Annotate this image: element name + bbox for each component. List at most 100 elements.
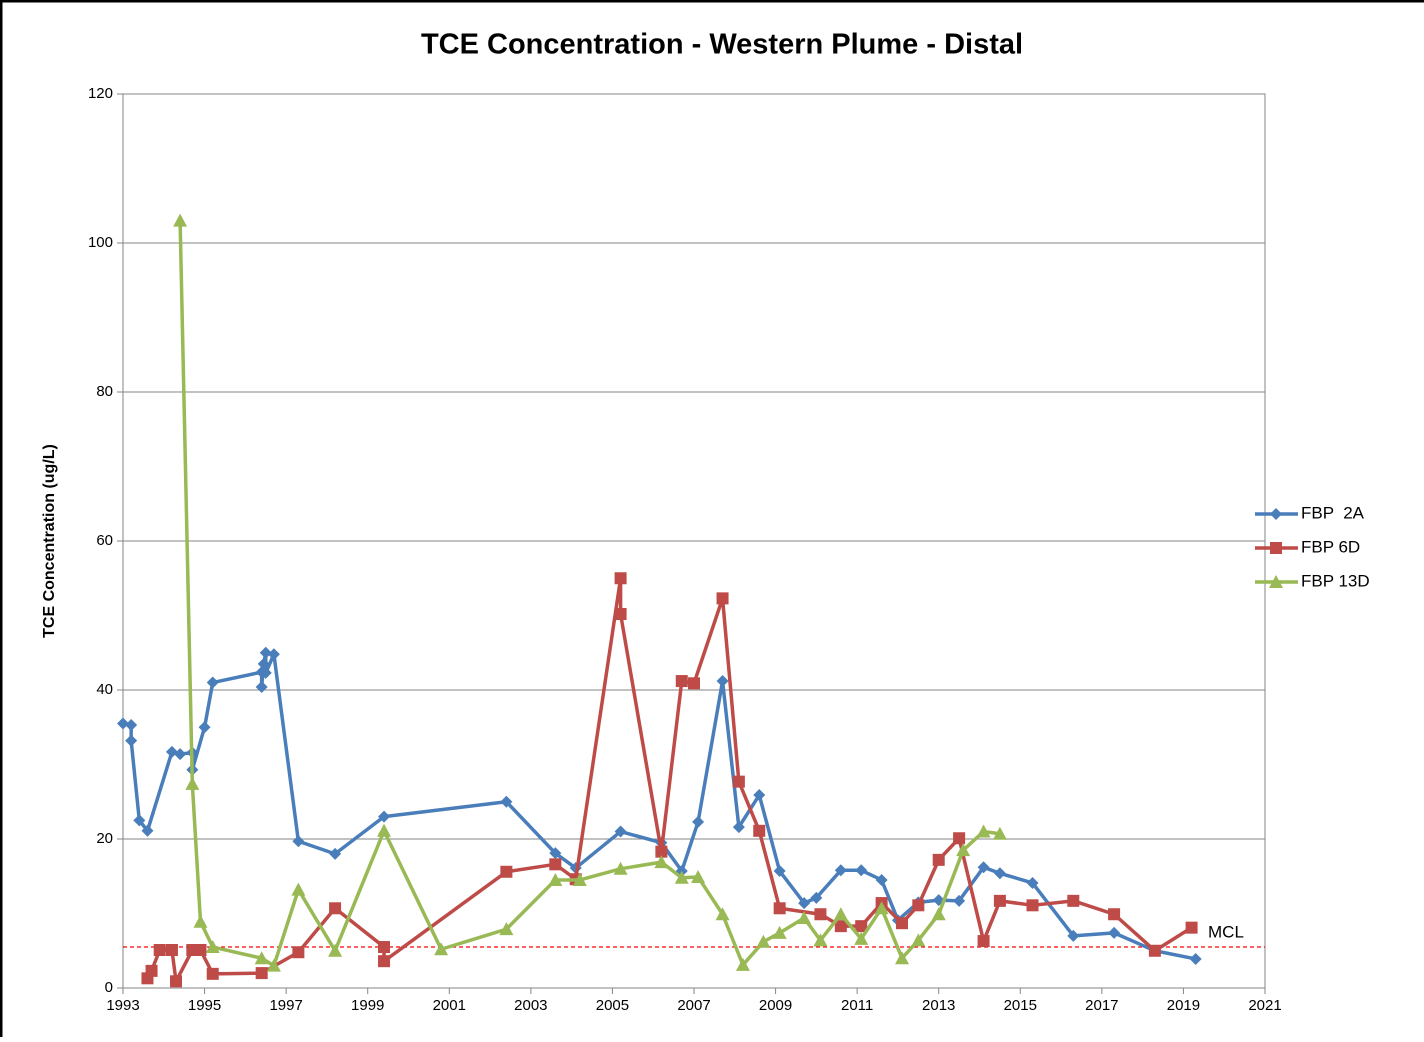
marker <box>772 925 787 939</box>
marker <box>500 865 513 878</box>
marker <box>797 910 812 924</box>
x-tick-label: 2007 <box>677 997 710 1014</box>
marker <box>257 657 270 670</box>
marker <box>377 823 392 837</box>
marker <box>814 908 827 921</box>
marker <box>834 864 847 877</box>
x-tick-label: 2013 <box>922 997 955 1014</box>
marker <box>798 897 811 910</box>
marker <box>133 814 146 827</box>
marker <box>572 872 587 886</box>
marker <box>675 675 688 688</box>
marker <box>716 592 729 605</box>
marker <box>834 920 847 933</box>
marker <box>255 967 268 980</box>
marker <box>614 572 627 585</box>
marker <box>254 951 269 965</box>
marker <box>855 920 868 933</box>
marker <box>170 975 183 988</box>
marker <box>1026 899 1039 912</box>
marker <box>1148 944 1161 957</box>
marker <box>125 734 138 747</box>
marker <box>145 964 158 977</box>
marker <box>732 821 745 834</box>
marker <box>773 902 786 915</box>
x-tick-label: 2005 <box>596 997 629 1014</box>
marker <box>1270 508 1282 520</box>
marker <box>993 867 1006 880</box>
marker <box>953 832 966 845</box>
marker <box>198 721 211 734</box>
marker <box>932 853 945 866</box>
x-tick-label: 2019 <box>1167 997 1200 1014</box>
series-line <box>145 576 1193 984</box>
marker <box>153 944 166 957</box>
marker <box>193 914 208 928</box>
marker <box>614 825 627 838</box>
marker <box>329 847 342 860</box>
marker <box>895 951 910 965</box>
marker <box>912 899 925 912</box>
marker <box>773 865 786 878</box>
marker <box>549 847 562 860</box>
x-tick-label: 2009 <box>759 997 792 1014</box>
marker <box>813 933 828 947</box>
marker <box>141 824 154 837</box>
marker <box>174 748 187 761</box>
marker <box>206 676 219 689</box>
marker <box>992 826 1007 840</box>
marker <box>1269 575 1283 588</box>
y-tick-label: 120 <box>88 85 113 102</box>
marker <box>1108 926 1121 939</box>
marker <box>732 775 745 788</box>
marker <box>1185 921 1198 934</box>
marker <box>1270 542 1282 554</box>
y-axis-label: TCE Concentration (ug/L) <box>41 444 58 638</box>
x-tick-label: 1993 <box>106 997 139 1014</box>
y-tick-label: 60 <box>96 532 113 549</box>
marker <box>911 933 926 947</box>
marker <box>691 869 706 883</box>
x-tick-label: 2017 <box>1085 997 1118 1014</box>
marker <box>206 967 219 980</box>
marker <box>328 943 343 957</box>
marker <box>266 958 281 972</box>
marker <box>173 213 188 227</box>
marker <box>833 907 848 921</box>
marker <box>292 946 305 959</box>
marker <box>735 957 750 971</box>
marker <box>259 646 272 659</box>
marker <box>953 894 966 907</box>
legend-label: FBP 13D <box>1301 571 1370 590</box>
marker <box>255 681 268 694</box>
marker <box>165 944 178 957</box>
marker <box>716 675 729 688</box>
marker <box>1026 876 1039 889</box>
marker <box>205 940 220 954</box>
y-tick-label: 0 <box>105 979 113 996</box>
marker <box>329 902 342 915</box>
marker <box>267 648 280 661</box>
marker <box>1067 929 1080 942</box>
marker <box>688 677 700 690</box>
x-tick-label: 1995 <box>188 997 221 1014</box>
legend-label: FBP 6D <box>1301 537 1360 556</box>
marker <box>956 843 971 857</box>
marker <box>117 717 129 730</box>
marker <box>931 907 946 921</box>
marker <box>378 810 391 823</box>
marker <box>434 942 449 956</box>
marker <box>291 882 306 896</box>
marker <box>993 894 1006 907</box>
marker <box>548 872 563 886</box>
y-tick-label: 40 <box>96 681 113 698</box>
marker <box>756 934 771 948</box>
marker <box>125 719 138 732</box>
marker <box>1189 952 1202 965</box>
marker <box>810 891 823 904</box>
chart-title: TCE Concentration - Western Plume - Dist… <box>421 29 1023 61</box>
marker <box>715 907 730 921</box>
marker <box>378 955 391 968</box>
